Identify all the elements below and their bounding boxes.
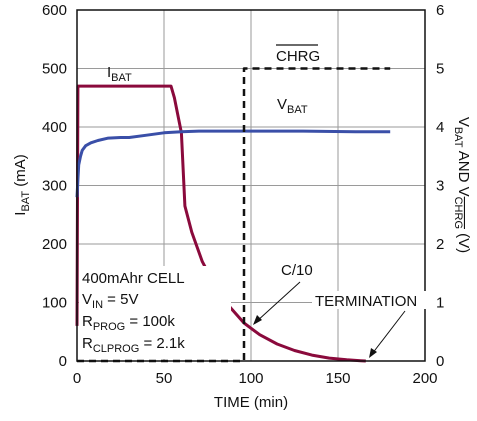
y-axis-label-left: IBAT (mA) [12, 154, 32, 215]
right-tick-label: 0 [436, 353, 444, 370]
left-tick-label: 200 [42, 236, 67, 253]
x-tick-label: 100 [238, 370, 263, 387]
left-tick-label: 300 [42, 178, 67, 195]
annotation-box [79, 266, 231, 359]
left-tick-label: 400 [42, 119, 67, 136]
termination-label-bg [312, 291, 426, 309]
right-tick-label: 3 [436, 178, 444, 195]
right-tick-labels: 0 1 2 3 4 5 6 [436, 2, 444, 370]
c10-annotation: C/10 [281, 262, 313, 279]
x-tick-label: 150 [325, 370, 350, 387]
series-v-bat [75, 129, 391, 198]
left-tick-label: 100 [42, 295, 67, 312]
right-tick-label: 4 [436, 119, 444, 136]
chrg-series-label: CHRG [276, 48, 320, 65]
right-tick-label: 1 [436, 295, 444, 312]
ibat-series-label: IBAT [107, 64, 132, 84]
arrow-termination [369, 310, 406, 358]
x-axis-label: TIME (min) [214, 394, 288, 411]
arrow-c10 [253, 281, 301, 325]
left-tick-label: 600 [42, 2, 67, 19]
y-axis-label-right: VBAT AND VCHRG (V) [452, 117, 472, 253]
right-tick-label: 2 [436, 236, 444, 253]
grid [77, 10, 425, 361]
cell-annotation: 400mAhr CELL [82, 270, 185, 287]
rclprog-annotation: RCLPROG = 2.1k [82, 335, 185, 355]
right-tick-label: 6 [436, 2, 444, 19]
c10-label-bg [279, 260, 317, 278]
x-tick-label: 200 [412, 370, 437, 387]
termination-annotation: TERMINATION [315, 293, 417, 310]
x-tick-label: 0 [73, 370, 81, 387]
rprog-annotation: RPROG = 100k [82, 313, 175, 333]
series-chrg [77, 67, 391, 363]
left-tick-labels: 0 100 200 300 400 500 600 [42, 2, 67, 370]
x-tick-labels: 0 50 100 150 200 [73, 370, 438, 387]
right-tick-label: 5 [436, 61, 444, 78]
left-tick-label: 0 [59, 353, 67, 370]
vbat-series-label: VBAT [277, 96, 308, 116]
plot-frame [76, 9, 426, 362]
vin-annotation: VIN = 5V [82, 291, 138, 311]
x-tick-label: 50 [156, 370, 173, 387]
left-tick-label: 500 [42, 61, 67, 78]
